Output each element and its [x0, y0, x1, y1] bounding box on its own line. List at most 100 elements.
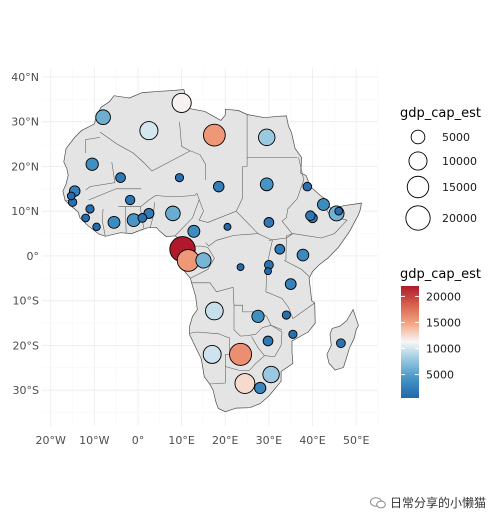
- size-legend: gdp_cap_est 5000 10000 15000 20000: [400, 106, 481, 231]
- data-point: [85, 204, 95, 214]
- country-border: [281, 198, 298, 234]
- country-border: [285, 233, 293, 261]
- country-border: [321, 206, 348, 239]
- data-point: [258, 128, 276, 147]
- size-legend-title: gdp_cap_est: [400, 106, 481, 121]
- watermark-text: 日常分享的小懒猫: [390, 496, 487, 510]
- data-point: [195, 252, 212, 269]
- data-point: [171, 92, 192, 113]
- country-border: [99, 131, 157, 172]
- color-legend-label: 15000: [426, 316, 461, 329]
- x-tick-label: 10°W: [79, 434, 109, 447]
- data-point: [202, 344, 222, 364]
- country-border: [268, 233, 322, 241]
- data-point: [174, 173, 185, 183]
- size-legend-key: [405, 205, 431, 231]
- data-point: [274, 243, 286, 255]
- color-legend-label: 10000: [426, 343, 461, 356]
- watermark: 日常分享的小懒猫: [370, 494, 486, 511]
- country-border: [272, 294, 315, 320]
- data-point: [262, 335, 274, 347]
- x-tick-label: 20°W: [36, 434, 66, 447]
- data-point: [213, 180, 225, 193]
- x-tick-label: 50°E: [343, 434, 369, 447]
- country-border: [205, 233, 259, 247]
- country-border: [297, 157, 305, 199]
- data-point: [302, 181, 313, 192]
- data-point: [288, 329, 298, 339]
- country-border: [118, 195, 156, 207]
- country-border: [284, 260, 310, 277]
- data-point: [205, 301, 224, 321]
- data-point: [262, 365, 280, 384]
- color-legend-title: gdp_cap_est: [400, 267, 481, 282]
- y-tick-label: 10°N: [11, 205, 39, 218]
- x-tick-label: 40°E: [299, 434, 325, 447]
- y-tick-label: 0°: [27, 250, 40, 263]
- country-border: [85, 161, 116, 191]
- country-border: [88, 188, 142, 201]
- color-legend-label: 20000: [426, 290, 461, 303]
- data-point: [305, 210, 316, 221]
- size-legend-key: [410, 129, 426, 145]
- country-border: [190, 247, 215, 279]
- data-point: [124, 194, 136, 206]
- data-point: [336, 338, 346, 349]
- size-legend-label: 20000: [442, 212, 477, 225]
- x-tick-label: 0°: [132, 434, 145, 447]
- country-border: [233, 305, 283, 337]
- wechat-icon: [370, 496, 386, 508]
- africa-continent: [62, 89, 362, 413]
- data-point: [81, 213, 90, 223]
- data-point: [92, 222, 101, 232]
- size-legend-key: [406, 175, 430, 199]
- size-legend-label: 5000: [442, 131, 470, 144]
- y-tick-label: 10°S: [13, 295, 39, 308]
- data-point: [187, 224, 201, 238]
- country-border: [251, 325, 283, 357]
- country-border: [196, 193, 259, 234]
- data-point: [236, 263, 245, 272]
- size-legend-label: 10000: [442, 155, 477, 168]
- country-border: [85, 137, 101, 153]
- data-point: [223, 222, 232, 231]
- data-point: [254, 381, 267, 395]
- africa-landmass: [62, 89, 362, 413]
- data-points: [66, 92, 346, 395]
- size-legend-key: [408, 151, 428, 171]
- y-tick-label: 20°S: [13, 339, 39, 352]
- data-point: [296, 248, 310, 262]
- y-tick-label: 30°S: [13, 384, 39, 397]
- data-point: [137, 213, 148, 223]
- data-point: [66, 191, 76, 201]
- y-tick-label: 40°N: [11, 71, 39, 84]
- data-point: [115, 172, 126, 183]
- country-border: [101, 208, 106, 237]
- data-point: [203, 123, 226, 147]
- data-point: [85, 157, 99, 171]
- data-point: [234, 373, 256, 394]
- data-point: [165, 205, 181, 222]
- x-tick-label: 30°E: [256, 434, 282, 447]
- data-point: [107, 215, 121, 229]
- country-border: [235, 166, 243, 212]
- color-legend: gdp_cap_est 5000 10000 15000 20000: [400, 267, 481, 398]
- x-tick-label: 10°E: [168, 434, 194, 447]
- data-point: [259, 177, 274, 192]
- x-tick-label: 20°E: [212, 434, 238, 447]
- x-axis-ticks: 20°W 10°W 0° 10°E 20°E 30°E 40°E 50°E: [36, 434, 370, 447]
- data-point: [281, 310, 291, 320]
- data-point: [284, 278, 297, 291]
- data-point: [334, 206, 344, 216]
- color-legend-label: 5000: [426, 369, 454, 382]
- data-point: [263, 217, 275, 228]
- data-point: [229, 342, 253, 366]
- data-point: [95, 109, 111, 126]
- y-axis-ticks: 40°N 30°N 20°N 10°N 0° 10°S 20°S 30°S: [11, 71, 39, 397]
- color-legend-bar: [401, 286, 419, 398]
- data-point: [139, 121, 159, 141]
- country-border: [155, 193, 198, 198]
- country-border: [179, 121, 191, 152]
- data-point: [251, 309, 265, 323]
